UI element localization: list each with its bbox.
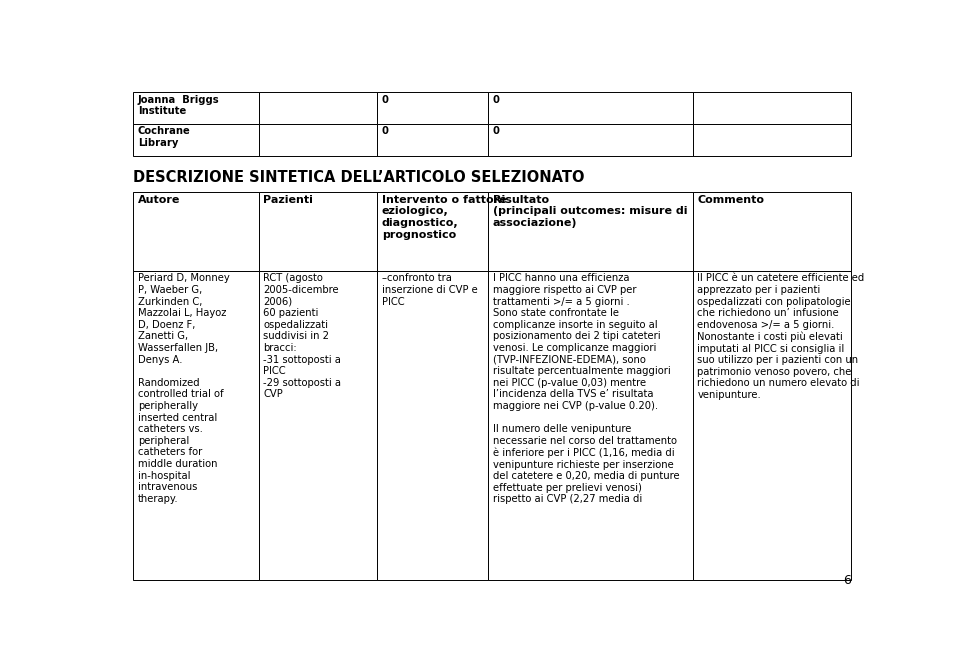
Bar [133, 124, 259, 156]
Text: DESCRIZIONE SINTETICA DELL’ARTICOLO SELEZIONATO: DESCRIZIONE SINTETICA DELL’ARTICOLO SELE… [133, 170, 585, 185]
Bar [259, 124, 377, 156]
Bar [489, 271, 693, 580]
Bar [377, 192, 489, 271]
Bar [259, 92, 377, 124]
Bar [377, 271, 489, 580]
Text: Risultato
(principali outcomes: misure di
associazione): Risultato (principali outcomes: misure d… [492, 195, 687, 228]
Text: Joanna  Briggs
Institute: Joanna Briggs Institute [138, 94, 220, 116]
Text: Commento: Commento [697, 195, 764, 205]
Bar [489, 192, 693, 271]
Text: –confronto tra
inserzione di CVP e
PICC: –confronto tra inserzione di CVP e PICC [382, 274, 477, 307]
Bar [133, 92, 259, 124]
Bar [377, 124, 489, 156]
Bar [693, 192, 851, 271]
Text: Il PICC è un catetere efficiente ed
apprezzato per i pazienti
ospedalizzati con : Il PICC è un catetere efficiente ed appr… [697, 274, 865, 400]
Text: Cochrane
Library: Cochrane Library [138, 126, 191, 148]
Text: 0: 0 [382, 94, 389, 104]
Bar [693, 92, 851, 124]
Text: I PICC hanno una efficienza
maggiore rispetto ai CVP per
trattamenti >/= a 5 gio: I PICC hanno una efficienza maggiore ris… [492, 274, 680, 505]
Bar [377, 92, 489, 124]
Bar [259, 192, 377, 271]
Text: RCT (agosto
2005-dicembre
2006)
60 pazienti
ospedalizzati
suddivisi in 2
bracci:: RCT (agosto 2005-dicembre 2006) 60 pazie… [263, 274, 342, 400]
Bar [489, 124, 693, 156]
Text: Pazienti: Pazienti [263, 195, 313, 205]
Text: 0: 0 [382, 126, 389, 136]
Text: Intervento o fattore
eziologico,
diagnostico,
prognostico: Intervento o fattore eziologico, diagnos… [382, 195, 506, 240]
Text: Autore: Autore [138, 195, 180, 205]
Text: Periard D, Monney
P, Waeber G,
Zurkinden C,
Mazzolai L, Hayoz
D, Doenz F,
Zanett: Periard D, Monney P, Waeber G, Zurkinden… [138, 274, 229, 504]
Bar [693, 271, 851, 580]
Bar [259, 271, 377, 580]
Text: 0: 0 [492, 94, 500, 104]
Text: 6: 6 [843, 574, 851, 587]
Bar [489, 92, 693, 124]
Bar [693, 124, 851, 156]
Bar [133, 271, 259, 580]
Bar [133, 192, 259, 271]
Text: 0: 0 [492, 126, 500, 136]
